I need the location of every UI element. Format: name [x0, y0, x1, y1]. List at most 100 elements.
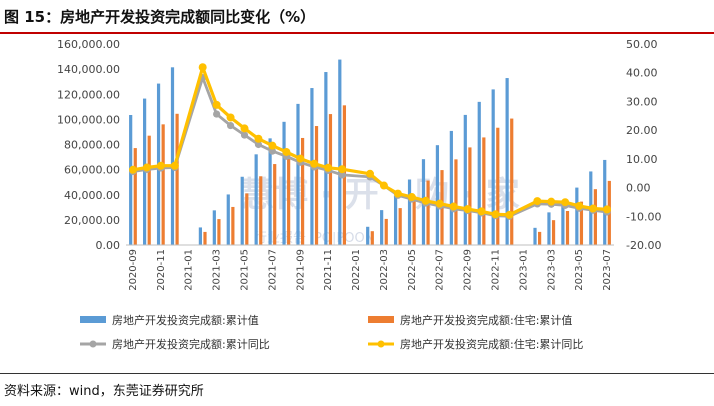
bar-mark	[296, 103, 300, 245]
line-point	[226, 121, 235, 130]
y-right-tick-label: 0.00	[626, 182, 651, 195]
y-right-tick-label: -20.00	[626, 239, 661, 252]
bar-mark	[407, 179, 412, 245]
line-point	[505, 210, 514, 219]
line-point	[575, 201, 584, 210]
x-tick-label: 2023-01	[518, 249, 529, 291]
x-tick-label: 2021-07	[267, 249, 278, 291]
line-point	[268, 141, 277, 150]
line-point	[254, 140, 263, 149]
line-point	[603, 205, 612, 214]
line-point	[589, 204, 598, 213]
bar-mark	[551, 220, 556, 245]
y-left-tick-label: 140,000.00	[57, 63, 120, 76]
bar-mark	[533, 227, 537, 245]
bar-mark	[561, 200, 565, 245]
line-point	[463, 205, 472, 214]
y-left-tick-label: 40,000.00	[64, 189, 120, 202]
bar-mark	[231, 206, 235, 245]
bar-mark	[468, 147, 472, 245]
legend-label: 房地产开发投资完成额:住宅:累计同比	[400, 337, 583, 351]
legend-swatch	[368, 316, 394, 323]
bar-mark	[496, 127, 500, 245]
chart-title: 图 15：房地产开发投资完成额同比变化（%）	[4, 8, 316, 26]
bar-mark	[314, 126, 319, 245]
bar-mark	[324, 72, 328, 245]
bar-mark	[245, 193, 249, 245]
bar-mark	[268, 138, 272, 245]
x-tick-label: 2023-07	[602, 249, 613, 291]
x-tick-label: 2021-03	[212, 249, 223, 291]
legend-label: 房地产开发投资完成额:累计同比	[112, 337, 270, 351]
bar-mark	[384, 218, 388, 245]
x-tick-label: 2023-03	[546, 249, 557, 291]
y-right-tick-label: 20.00	[626, 124, 658, 137]
bar-mark	[575, 187, 579, 245]
x-tick-label: 2021-05	[240, 249, 251, 291]
bar-mark	[603, 159, 607, 245]
x-tick-label: 2022-11	[490, 249, 501, 291]
y-left-tick-label: 0.00	[96, 239, 121, 252]
bar-mark	[198, 227, 202, 245]
source-rule	[0, 373, 714, 374]
bar-mark	[328, 114, 333, 246]
x-axis: 2020-09 2020-11 2021-01 2021-03 2021-05 2021-…	[126, 244, 614, 291]
x-tick-label: 2021-09	[295, 249, 306, 291]
y-left-tick-label: 80,000.00	[64, 139, 120, 152]
bar-mark	[338, 59, 342, 246]
line-point	[421, 196, 430, 205]
bar-mark	[240, 176, 244, 245]
bar-mark	[398, 208, 402, 245]
legend-label: 房地产开发投资完成额:住宅:累计值	[400, 313, 572, 327]
line-point	[477, 207, 486, 216]
y-axis-left: 0.00 20,000.00 40,000.00 60,000.00 80,000.00…	[57, 38, 120, 252]
line-point	[491, 210, 500, 219]
x-tick-label: 2020-11	[156, 249, 167, 291]
bar-mark	[170, 67, 175, 246]
bar-mark	[175, 113, 179, 246]
bar-mark	[133, 148, 137, 245]
line-point	[379, 181, 388, 190]
line-point	[170, 161, 179, 170]
bar-mark	[161, 124, 165, 245]
bar-mark	[370, 231, 374, 245]
line-point	[393, 189, 402, 198]
bar-mark	[477, 101, 481, 245]
bar-mark	[491, 89, 495, 245]
bar-mark	[217, 219, 221, 245]
bar-mark	[579, 201, 584, 245]
x-tick-label: 2022-03	[379, 249, 390, 291]
title-rule	[0, 32, 714, 34]
line-point	[435, 199, 444, 208]
bar-mark	[129, 114, 133, 245]
line-point	[296, 154, 305, 163]
bar-mark	[482, 137, 486, 245]
y-axis-right: -20.00 -10.00 0.00 10.00 20.00 30.00 40.00 50.0…	[626, 38, 661, 252]
line-point	[213, 110, 221, 118]
legend-label: 房地产开发投资完成额:累计值	[112, 313, 259, 327]
bar-mark	[273, 164, 277, 245]
x-tick-label: 2021-11	[323, 249, 334, 291]
y-right-tick-label: 30.00	[626, 95, 658, 108]
legend-marker	[377, 340, 385, 348]
x-tick-label: 2022-05	[407, 249, 418, 291]
line-series	[128, 63, 612, 220]
bar-mark	[147, 135, 151, 245]
line-point	[128, 165, 137, 174]
bar-mark	[538, 231, 542, 245]
line-point	[156, 161, 165, 170]
y-right-tick-label: -10.00	[626, 210, 661, 223]
line-point	[212, 100, 221, 109]
bar-mark	[380, 210, 384, 245]
chart: 慧博 · 开 · 购 · 家 行业报告 IPO|POON 0.0020,000.…	[57, 38, 661, 351]
bar-mark	[454, 159, 458, 245]
bar-mark	[300, 137, 305, 245]
bar-mark	[463, 114, 467, 245]
y-left-tick-label: 60,000.00	[64, 164, 120, 177]
line-point	[449, 202, 458, 211]
line-point	[338, 165, 347, 174]
bar-mark	[366, 226, 370, 245]
bar-mark	[212, 210, 216, 245]
bar-mark	[510, 118, 514, 245]
bar-mark	[593, 189, 597, 245]
